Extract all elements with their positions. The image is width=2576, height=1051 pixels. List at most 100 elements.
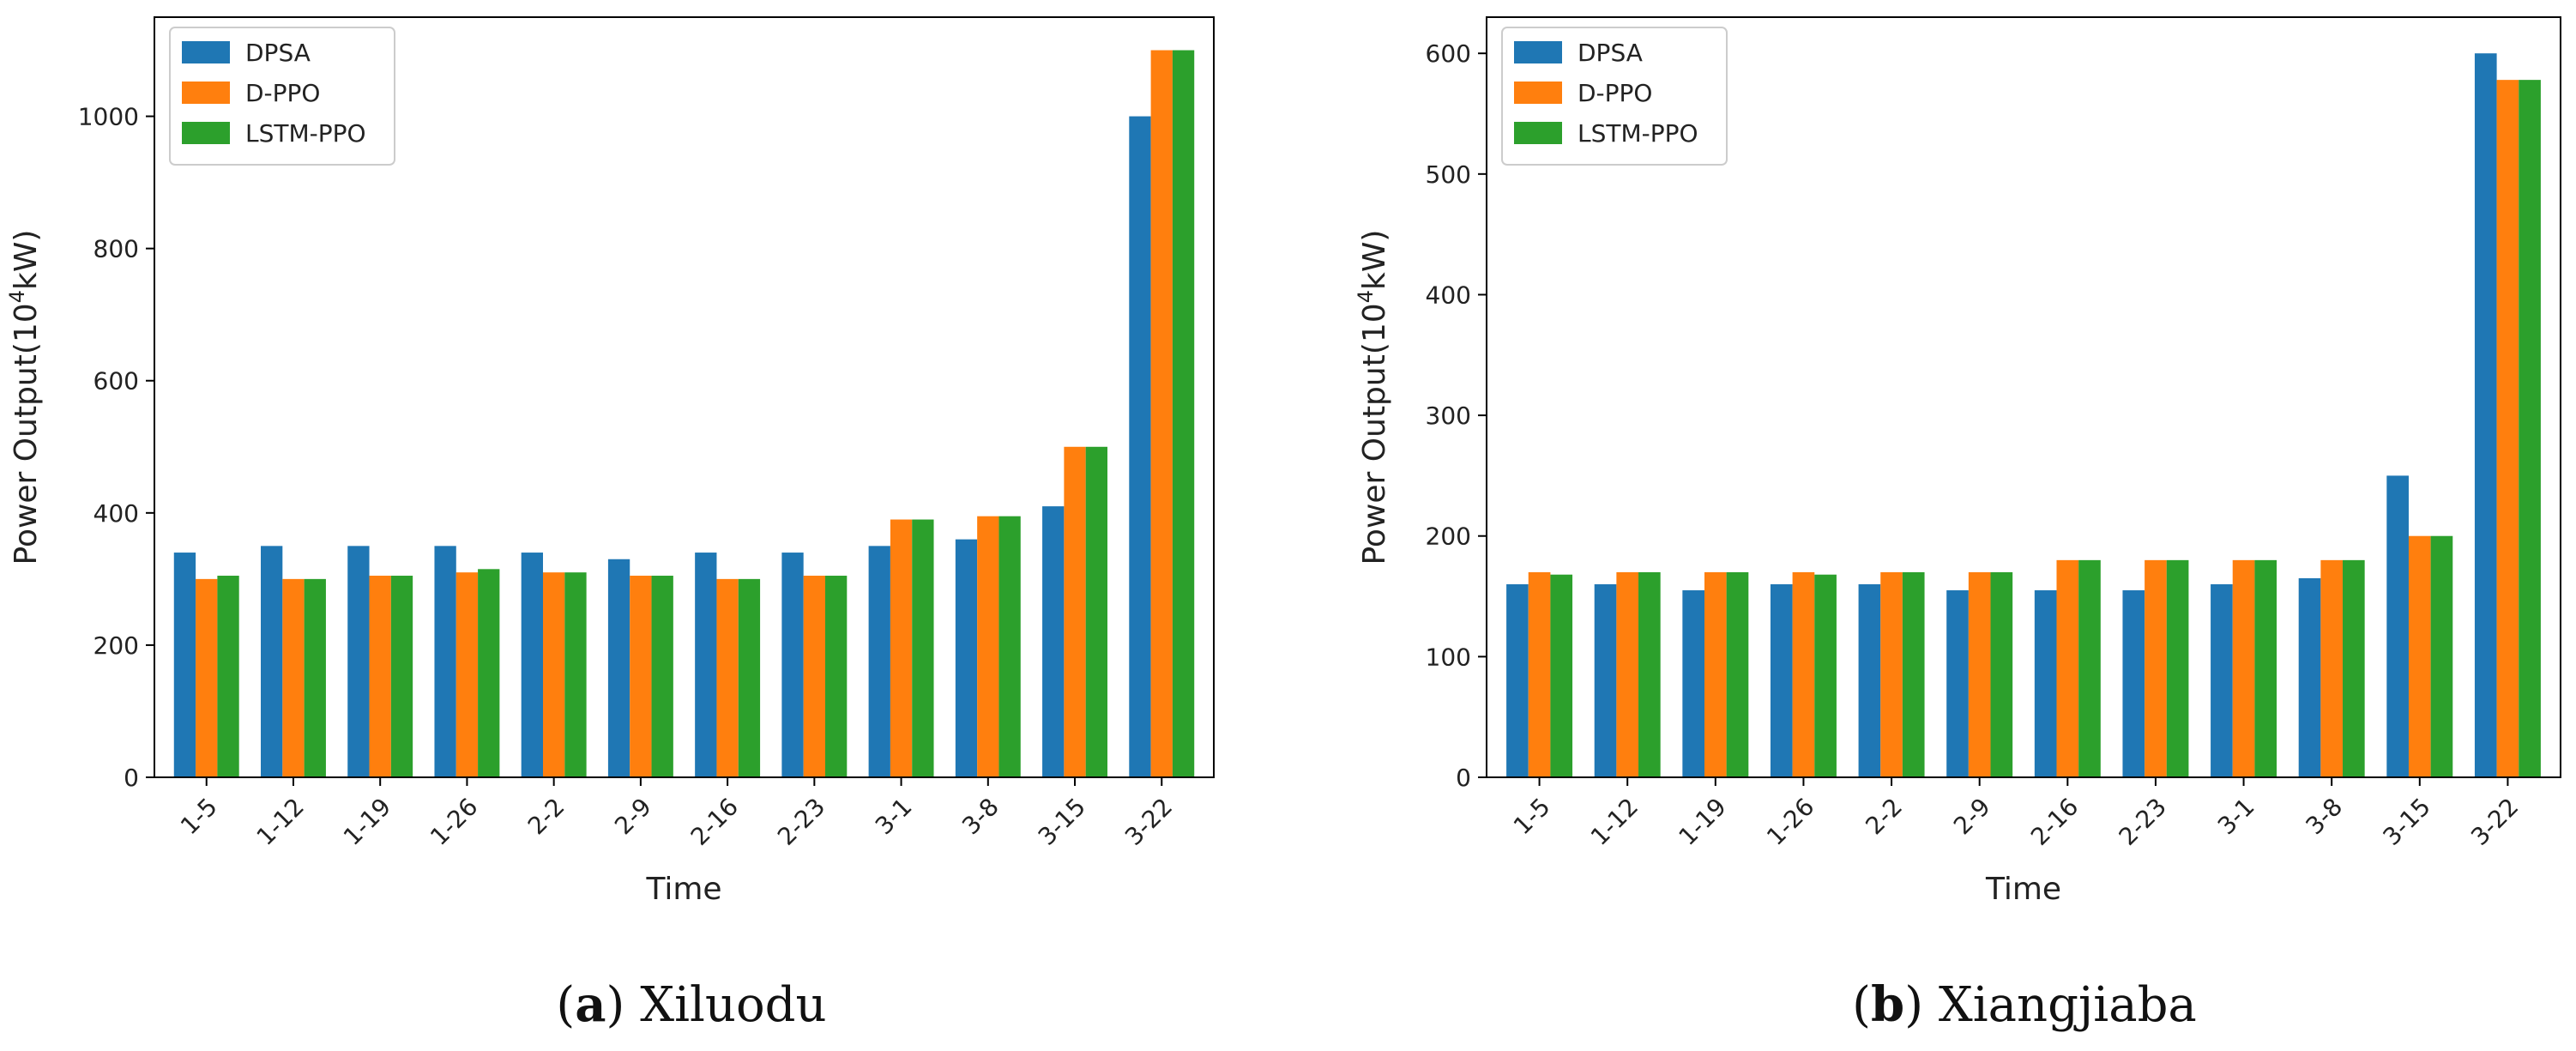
- legend-label-DPSA: DPSA: [245, 39, 311, 67]
- bar-DPSA-1-5: [1506, 583, 1529, 777]
- x-tick-label: 2-2: [522, 793, 570, 841]
- bar-DPSA-3-8: [955, 539, 978, 777]
- bar-D-PPO-2-16: [2056, 559, 2079, 777]
- bar-DPSA-2-16: [2034, 590, 2057, 777]
- x-tick-label: 2-2: [1860, 793, 1908, 841]
- bar-D-PPO-1-19: [1704, 571, 1727, 777]
- bar-DPSA-1-19: [1682, 590, 1704, 777]
- bar-LSTM-PPO-1-26: [478, 569, 500, 777]
- bar-LSTM-PPO-1-19: [390, 576, 413, 777]
- x-tick-label: 2-9: [609, 793, 657, 841]
- x-tick-label: 3-22: [1119, 793, 1178, 851]
- bar-LSTM-PPO-2-2: [564, 572, 587, 777]
- y-tick-label: 200: [94, 631, 139, 660]
- y-tick-label: 100: [1426, 643, 1471, 671]
- x-axis-title: Time: [1985, 872, 2061, 907]
- chart-panel-a: 0 200 400 600 800 1000 1-5 1-12 1-19 1-26 2-2 2-9 2-…: [5, 16, 1215, 1033]
- chart-panel-b: 0 100 200 300 400 500 600 1-5 1-12 1-19 1-26 2-2 2-9…: [1354, 16, 2561, 1033]
- bar-D-PPO-3-1: [890, 519, 913, 777]
- bar-D-PPO-3-15: [1064, 446, 1086, 777]
- legend: DPSA D-PPO LSTM-PPO: [169, 27, 395, 166]
- bar-LSTM-PPO-2-23: [825, 576, 848, 777]
- bar-LSTM-PPO-3-15: [1085, 446, 1107, 777]
- bar-D-PPO-1-12: [1616, 571, 1639, 777]
- bar-LSTM-PPO-2-9: [1990, 571, 2013, 777]
- bar-LSTM-PPO-3-15: [2430, 535, 2453, 777]
- bar-DPSA-3-22: [1129, 116, 1151, 777]
- x-tick-label: 1-26: [1761, 793, 1819, 851]
- x-tick-label: 3-22: [2465, 793, 2524, 851]
- legend-swatch-D-PPO: [1514, 82, 1562, 104]
- legend-swatch-D-PPO: [182, 82, 230, 104]
- bar-LSTM-PPO-1-5: [1550, 574, 1573, 777]
- bar-LSTM-PPO-2-9: [651, 576, 673, 777]
- y-axis-title-main: Power Output(10: [1357, 303, 1392, 565]
- y-tick-label: 800: [94, 235, 139, 263]
- bar-D-PPO-3-1: [2232, 559, 2255, 777]
- bar-LSTM-PPO-1-12: [304, 578, 326, 777]
- legend-label-D-PPO: D-PPO: [1578, 79, 1652, 107]
- x-tick-label: 3-15: [1033, 793, 1091, 851]
- bar-DPSA-1-26: [434, 546, 456, 777]
- bar-DPSA-2-23: [781, 553, 804, 777]
- x-tick-label: 2-16: [685, 793, 744, 851]
- bar-LSTM-PPO-3-1: [912, 519, 934, 777]
- x-tick-label: 1-26: [425, 793, 483, 851]
- bar-LSTM-PPO-1-19: [1726, 571, 1749, 777]
- bar-LSTM-PPO-1-26: [1814, 574, 1837, 777]
- bar-DPSA-3-1: [2211, 583, 2233, 777]
- bar-LSTM-PPO-2-16: [738, 578, 761, 777]
- legend-swatch-LSTM-PPO: [1514, 122, 1562, 144]
- y-axis-title-unit: kW): [9, 230, 44, 291]
- y-tick-label: 300: [1426, 402, 1471, 430]
- bar-DPSA-3-22: [2474, 53, 2497, 777]
- legend-label-LSTM-PPO: LSTM-PPO: [245, 119, 366, 148]
- y-axis-title: Power Output(104kW): [5, 230, 44, 565]
- x-axis-title: Time: [645, 872, 721, 907]
- legend-swatch-DPSA: [1514, 41, 1562, 63]
- bar-LSTM-PPO-3-1: [2254, 559, 2277, 777]
- bar-D-PPO-1-12: [282, 578, 305, 777]
- y-tick-label: 1000: [78, 103, 139, 131]
- legend-label-LSTM-PPO: LSTM-PPO: [1578, 119, 1698, 148]
- caption-title: Xiluodu: [640, 977, 826, 1033]
- bar-D-PPO-3-8: [977, 516, 999, 777]
- bar-DPSA-2-2: [1858, 583, 1881, 777]
- legend-label-DPSA: DPSA: [1578, 39, 1643, 67]
- panel-caption: (a) Xiluodu: [556, 976, 826, 1033]
- bar-LSTM-PPO-3-8: [998, 516, 1021, 777]
- caption-open-paren: (: [556, 977, 575, 1033]
- y-tick-label: 0: [1456, 764, 1471, 792]
- caption-close-paren: ): [606, 977, 641, 1033]
- bar-LSTM-PPO-1-5: [217, 576, 239, 777]
- bar-D-PPO-1-5: [1528, 571, 1551, 777]
- x-tick-label: 1-19: [338, 793, 396, 851]
- legend-swatch-DPSA: [182, 41, 230, 63]
- bar-DPSA-2-23: [2122, 590, 2145, 777]
- bar-D-PPO-3-15: [2408, 535, 2431, 777]
- bar-D-PPO-1-5: [196, 578, 218, 777]
- bar-LSTM-PPO-3-22: [1172, 50, 1195, 777]
- bar-LSTM-PPO-3-22: [2519, 80, 2541, 777]
- caption-close-paren: ): [1904, 977, 1939, 1033]
- bar-DPSA-2-2: [521, 553, 543, 777]
- x-tick-label: 2-23: [2114, 793, 2172, 851]
- bar-D-PPO-3-22: [2496, 80, 2519, 777]
- bar-DPSA-1-12: [1594, 583, 1617, 777]
- bar-D-PPO-2-23: [2145, 559, 2167, 777]
- legend-label-D-PPO: D-PPO: [245, 79, 320, 107]
- y-axis-title: Power Output(104kW): [1354, 230, 1392, 565]
- bar-D-PPO-2-9: [630, 576, 652, 777]
- x-tick-label: 3-1: [2212, 793, 2260, 841]
- x-tick-label: 1-5: [175, 793, 223, 841]
- x-tick-label: 3-1: [870, 793, 918, 841]
- caption-panel-label: a: [575, 976, 606, 1033]
- x-tick-label: 2-16: [2025, 793, 2084, 851]
- bar-DPSA-2-9: [607, 559, 630, 777]
- bar-D-PPO-2-2: [1880, 571, 1903, 777]
- bar-DPSA-2-9: [1946, 590, 1969, 777]
- legend: DPSA D-PPO LSTM-PPO: [1501, 27, 1728, 166]
- y-tick-label: 600: [1426, 39, 1471, 68]
- bar-DPSA-1-19: [347, 546, 370, 777]
